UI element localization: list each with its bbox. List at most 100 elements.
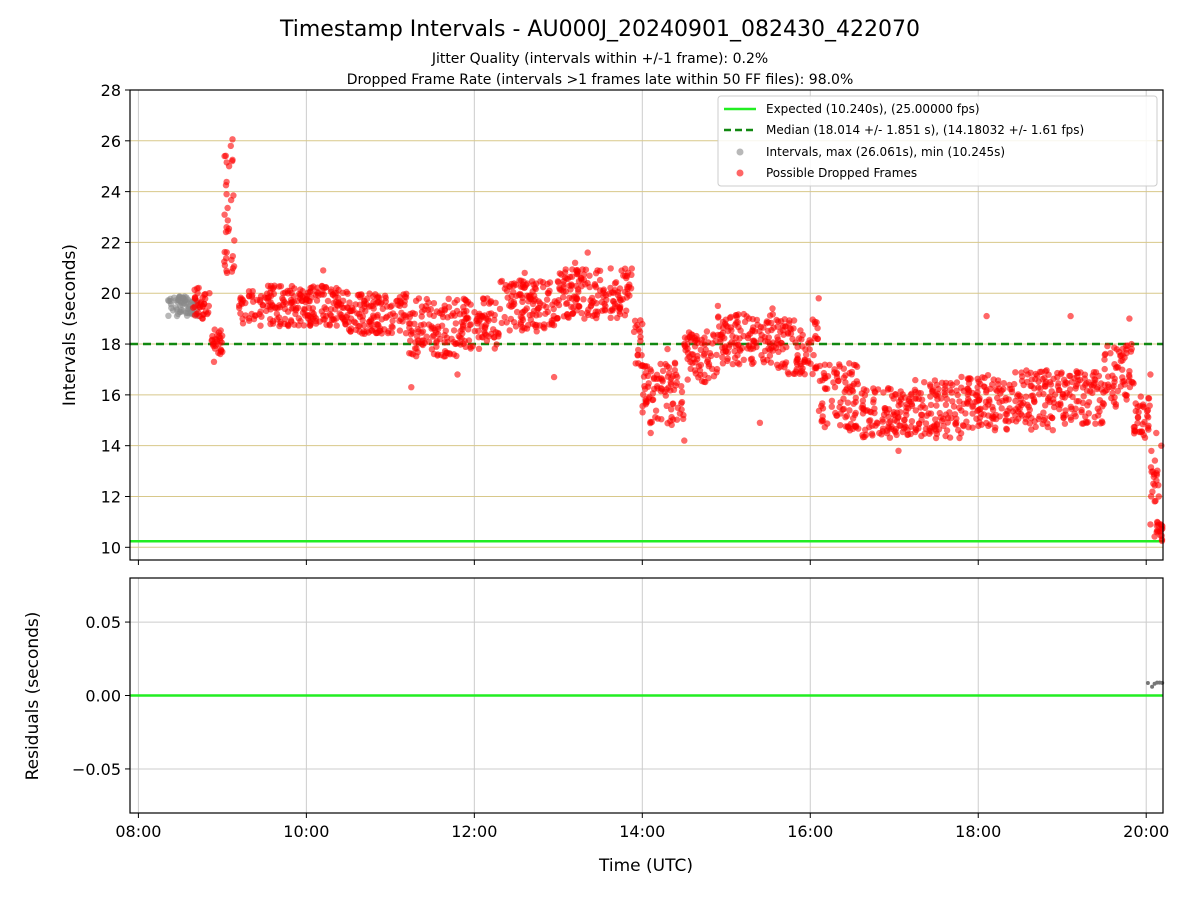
y-tick-label: 26	[101, 132, 121, 151]
series-1-point	[334, 302, 341, 309]
series-1-point	[745, 315, 753, 322]
y-tick-label: 14	[101, 437, 121, 456]
y-tick-label: 16	[101, 386, 121, 405]
series-1-point	[846, 407, 853, 414]
series-1-point	[887, 386, 894, 393]
series-1-point	[319, 283, 326, 290]
series-1-point	[709, 340, 716, 347]
series-1-point	[581, 315, 588, 322]
series-1-point	[686, 353, 693, 360]
y-tick-label: −0.05	[72, 760, 121, 779]
series-1-point	[339, 315, 347, 323]
series-1-point	[210, 358, 218, 365]
series-1-point	[1112, 403, 1119, 410]
series-1-point	[671, 367, 678, 374]
series-1-point	[794, 352, 801, 359]
series-1-point	[729, 360, 736, 368]
series-1-point	[517, 292, 525, 299]
series-1-point	[665, 364, 673, 371]
series-1-point	[540, 321, 548, 328]
series-1-point	[760, 359, 768, 366]
series-1-point	[533, 328, 540, 335]
series-1-point	[681, 437, 688, 444]
series-1-point	[789, 335, 796, 343]
series-1-point	[623, 307, 630, 314]
series-1-point	[1091, 413, 1098, 421]
series-1-point	[506, 327, 513, 334]
series-1-point	[969, 410, 976, 417]
series-1-point	[1069, 393, 1076, 401]
series-1-point	[703, 328, 711, 335]
series-1-point	[782, 323, 790, 330]
series-1-point	[862, 431, 870, 438]
series-1-point	[781, 361, 789, 368]
series-1-point	[749, 327, 756, 334]
series-1-point	[702, 346, 709, 353]
series-1-point	[814, 324, 821, 332]
series-1-point	[525, 321, 532, 329]
series-1-point	[533, 321, 540, 329]
series-1-point	[1117, 383, 1125, 390]
series-1-point	[591, 281, 599, 288]
series-1-point	[833, 412, 840, 419]
intervals-grid	[130, 89, 1163, 560]
series-1-point	[628, 265, 635, 272]
series-1-point	[1042, 378, 1050, 386]
series-1-point	[211, 326, 218, 333]
series-1-point	[451, 299, 458, 306]
series-1-point	[619, 296, 626, 303]
series-1-point	[555, 279, 562, 286]
series-1-point	[953, 415, 960, 422]
series-1-point	[582, 266, 590, 273]
series-1-point	[901, 417, 908, 424]
series-1-point	[469, 342, 476, 350]
x-tick-label: 16:00	[787, 822, 833, 841]
series-1-point	[663, 402, 670, 409]
series-1-point	[933, 430, 941, 438]
legend-intervals-label: Intervals, max (26.061s), min (10.245s)	[766, 145, 1005, 159]
series-1-point	[975, 422, 982, 429]
series-1-point	[1138, 428, 1145, 436]
series-1-point	[766, 352, 774, 359]
series-1-point	[454, 371, 461, 378]
series-1-point	[774, 323, 781, 330]
series-1-point	[1124, 342, 1131, 349]
series-1-point	[996, 385, 1003, 392]
series-1-point	[348, 307, 356, 315]
series-1-point	[288, 289, 295, 297]
series-1-point	[946, 387, 954, 394]
series-1-point	[724, 323, 731, 330]
series-1-point	[208, 336, 216, 343]
series-1-point	[1024, 412, 1031, 419]
series-1-point	[982, 404, 989, 411]
series-1-point	[935, 385, 942, 393]
series-1-point	[1085, 410, 1093, 417]
series-1-point	[721, 335, 728, 342]
series-1-point	[899, 428, 906, 436]
series-1-point	[281, 315, 289, 323]
series-1-point	[497, 278, 504, 286]
series-1-point	[555, 297, 562, 304]
series-1-point	[356, 301, 364, 308]
series-1-point	[859, 397, 867, 404]
series-1-point	[980, 383, 988, 390]
series-1-point	[568, 295, 576, 302]
series-1-point	[603, 296, 610, 303]
series-1-point	[446, 350, 453, 357]
series-1-point	[1099, 399, 1107, 407]
series-1-point	[729, 332, 736, 340]
series-1-point	[327, 306, 335, 313]
series-1-point	[765, 319, 772, 326]
series-1-point	[560, 284, 567, 291]
series-1-point	[217, 347, 225, 354]
series-1-point	[195, 301, 202, 309]
series-1-point	[815, 295, 822, 302]
series-1-point	[300, 322, 308, 329]
series-1-point	[588, 294, 596, 302]
series-1-point	[396, 302, 403, 310]
series-1-point	[642, 401, 649, 408]
series-1-point	[846, 360, 853, 367]
series-1-point	[607, 314, 614, 321]
series-1-point	[616, 305, 624, 313]
series-1-point	[1038, 368, 1045, 375]
